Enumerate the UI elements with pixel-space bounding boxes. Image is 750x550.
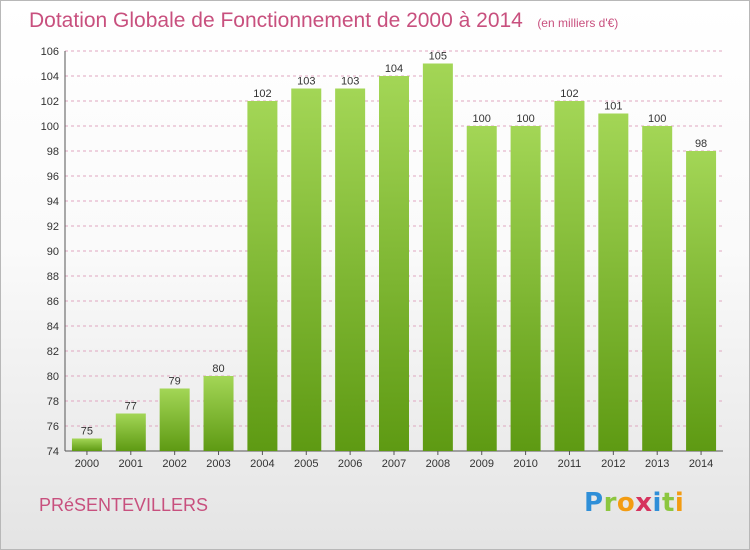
logo-letter: i bbox=[674, 488, 685, 518]
bar bbox=[247, 101, 278, 451]
bar bbox=[203, 376, 234, 451]
x-tick-label: 2008 bbox=[426, 458, 450, 470]
bar-value-label: 105 bbox=[429, 51, 447, 63]
logo-letter: i bbox=[652, 488, 662, 518]
bar bbox=[71, 438, 102, 451]
proxiti-logo[interactable]: Proxiti bbox=[584, 488, 684, 518]
value-labels: 75 77 79 80 102 103 103 104 105 100 100 102 101 100 98 bbox=[81, 51, 707, 438]
y-tick-label: 100 bbox=[41, 121, 59, 133]
bar bbox=[115, 413, 146, 451]
bar bbox=[379, 76, 409, 451]
y-tick-label: 78 bbox=[47, 396, 59, 408]
x-tick-label: 2006 bbox=[338, 458, 362, 470]
commune-name: PRéSENTEVILLERS bbox=[39, 495, 209, 515]
bar bbox=[686, 151, 717, 451]
y-tick-label: 96 bbox=[47, 171, 59, 183]
bar bbox=[598, 113, 629, 451]
y-tick-label: 106 bbox=[41, 46, 59, 58]
logo-letter: o bbox=[616, 488, 636, 518]
y-tick-label: 88 bbox=[47, 271, 59, 283]
x-tick-label: 2009 bbox=[469, 458, 493, 470]
y-tick-label: 98 bbox=[47, 146, 59, 158]
x-tick-label: 2005 bbox=[294, 458, 318, 470]
bar-value-label: 102 bbox=[560, 88, 578, 100]
chart-title: Dotation Globale de Fonctionnement de 20… bbox=[29, 9, 618, 33]
bar-value-label: 77 bbox=[125, 401, 137, 413]
bar-value-label: 100 bbox=[516, 113, 534, 125]
bar-value-label: 101 bbox=[604, 101, 622, 113]
y-tick-label: 76 bbox=[47, 421, 59, 433]
x-tick-label: 2013 bbox=[645, 458, 669, 470]
logo-letter: P bbox=[584, 488, 604, 518]
bar-value-label: 100 bbox=[473, 113, 491, 125]
bar-value-label: 80 bbox=[212, 363, 224, 375]
bar-value-label: 102 bbox=[253, 88, 271, 100]
x-tick-label: 2007 bbox=[382, 458, 406, 470]
x-tick-label: 2012 bbox=[601, 458, 625, 470]
x-tick-label: 2001 bbox=[119, 458, 143, 470]
axes: 74 76 78 80 82 84 86 88 90 92 94 96 98 100 102 104 106 20… bbox=[41, 46, 723, 470]
y-tick-label: 86 bbox=[47, 296, 59, 308]
x-tick-label: 2002 bbox=[162, 458, 186, 470]
y-tick-label: 80 bbox=[47, 371, 59, 383]
y-tick-label: 74 bbox=[47, 446, 59, 458]
y-tick-label: 92 bbox=[47, 221, 59, 233]
bar bbox=[642, 126, 673, 451]
x-tick-label: 2000 bbox=[75, 458, 99, 470]
bar bbox=[159, 388, 190, 451]
bar bbox=[466, 126, 497, 451]
chart-title-unit: (en milliers d'€) bbox=[537, 16, 619, 30]
x-tick-label: 2014 bbox=[689, 458, 713, 470]
x-tick-label: 2010 bbox=[513, 458, 537, 470]
bar-value-label: 104 bbox=[385, 63, 403, 75]
y-tick-label: 102 bbox=[41, 96, 59, 108]
bar bbox=[554, 101, 585, 451]
logo-letter: t bbox=[661, 488, 675, 518]
y-tick-label: 84 bbox=[47, 321, 59, 333]
bar bbox=[510, 126, 541, 451]
bar-value-label: 75 bbox=[81, 426, 93, 438]
y-tick-label: 104 bbox=[41, 71, 59, 83]
x-tick-label: 2003 bbox=[206, 458, 230, 470]
logo-letter: r bbox=[603, 488, 617, 518]
bar bbox=[291, 88, 322, 451]
y-tick-label: 82 bbox=[47, 346, 59, 358]
y-tick-label: 94 bbox=[47, 196, 59, 208]
bar bbox=[422, 63, 453, 451]
bar-value-label: 98 bbox=[695, 138, 707, 150]
y-tick-label: 90 bbox=[47, 246, 59, 258]
x-tick-label: 2011 bbox=[558, 458, 582, 470]
bars bbox=[71, 63, 717, 451]
x-tick-label: 2004 bbox=[250, 458, 274, 470]
bar bbox=[335, 88, 366, 451]
bar-value-label: 79 bbox=[169, 376, 181, 388]
bar-value-label: 103 bbox=[297, 76, 315, 88]
bar-value-label: 103 bbox=[341, 76, 359, 88]
chart-title-main: Dotation Globale de Fonctionnement de 20… bbox=[29, 9, 523, 32]
logo-letter: x bbox=[635, 488, 653, 518]
bar-value-label: 100 bbox=[648, 113, 666, 125]
